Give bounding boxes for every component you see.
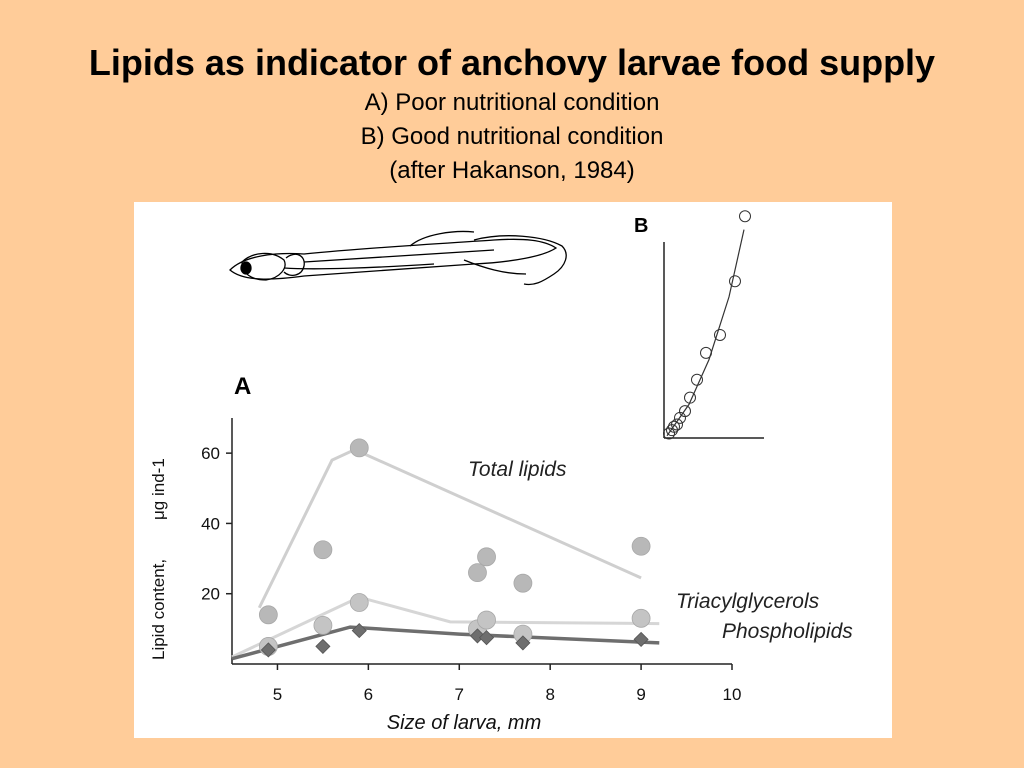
data-point-circle [477,610,496,630]
panel-b: B [634,210,764,440]
panel-b-label: B [634,215,648,237]
trend-line [666,229,745,437]
subtitle-citation: (after Hakanson, 1984) [389,157,635,184]
panel-a-trend-lines [231,447,660,661]
subtitle-line-a: A) Poor nutritional condition [364,89,660,116]
panel-a-x-axis-title: Size of larva, mm [387,712,541,734]
slide-title: Lipids as indicator of anchovy larvae fo… [88,42,936,83]
trend-line [257,447,642,609]
data-point-diamond [351,623,367,639]
figure-svg: A 20 40 60 5 6 7 8 9 10 Lipid content, μg ind-1… [149,210,853,734]
figure-panel: A 20 40 60 5 6 7 8 9 10 Lipid content, μg ind-1… [134,202,892,738]
panel-a-label: A [234,373,251,400]
data-point-diamond [260,642,276,658]
data-point-circle [468,563,487,583]
data-point-circle [349,593,369,612]
data-point-open-circle [729,275,741,288]
series-label-triacylglycerols: Triacylglycerols [676,590,820,613]
data-point-circle [258,605,278,625]
series-label-total-lipids: Total lipids [468,458,567,481]
panel-a: A 20 40 60 5 6 7 8 9 10 Lipid content, μg ind-1… [149,373,853,734]
panel-a-y-axis-unit: μg ind-1 [149,458,168,520]
data-point-circle [631,536,651,556]
panel-b-data-points [663,210,751,440]
larva-illustration [229,230,567,286]
panel-a-y-axis-title: Lipid content, [149,559,168,660]
data-point-circle [631,608,651,628]
data-point-open-circle [700,346,712,359]
trend-line [231,595,660,659]
data-point-diamond [633,631,649,647]
panel-b-trend-line [666,229,745,437]
data-point-circle [477,547,496,567]
data-point-diamond [315,638,331,654]
data-point-circle [313,615,333,635]
panel-a-y-ticks: 20 40 60 [201,444,232,604]
trend-line [231,625,660,661]
y-tick-label: 60 [201,444,220,463]
data-point-open-circle [684,391,696,404]
title-block: Lipids as indicator of anchovy larvae fo… [0,40,1024,188]
x-tick-label: 8 [545,685,554,704]
x-tick-label: 7 [455,685,464,704]
data-point-diamond [478,630,495,646]
data-point-open-circle [671,418,683,431]
data-point-circle [513,573,533,593]
y-tick-label: 20 [201,585,220,604]
x-tick-label: 6 [364,685,373,704]
x-tick-label: 10 [723,685,742,704]
data-point-open-circle [739,210,751,223]
data-point-open-circle [679,405,691,418]
subtitle-line-b: B) Good nutritional condition [360,123,664,150]
panel-a-data-points [258,438,651,658]
data-point-open-circle [691,373,703,386]
series-label-phospholipids: Phospholipids [722,620,853,643]
panel-a-x-ticks: 5 6 7 8 9 10 [273,664,742,704]
data-point-circle [349,438,369,458]
data-point-open-circle [714,328,726,341]
y-tick-label: 40 [201,514,220,533]
data-point-diamond [515,635,531,651]
x-tick-label: 9 [636,685,645,704]
data-point-circle [313,540,333,560]
data-point-open-circle [668,420,680,433]
x-tick-label: 5 [273,685,282,704]
